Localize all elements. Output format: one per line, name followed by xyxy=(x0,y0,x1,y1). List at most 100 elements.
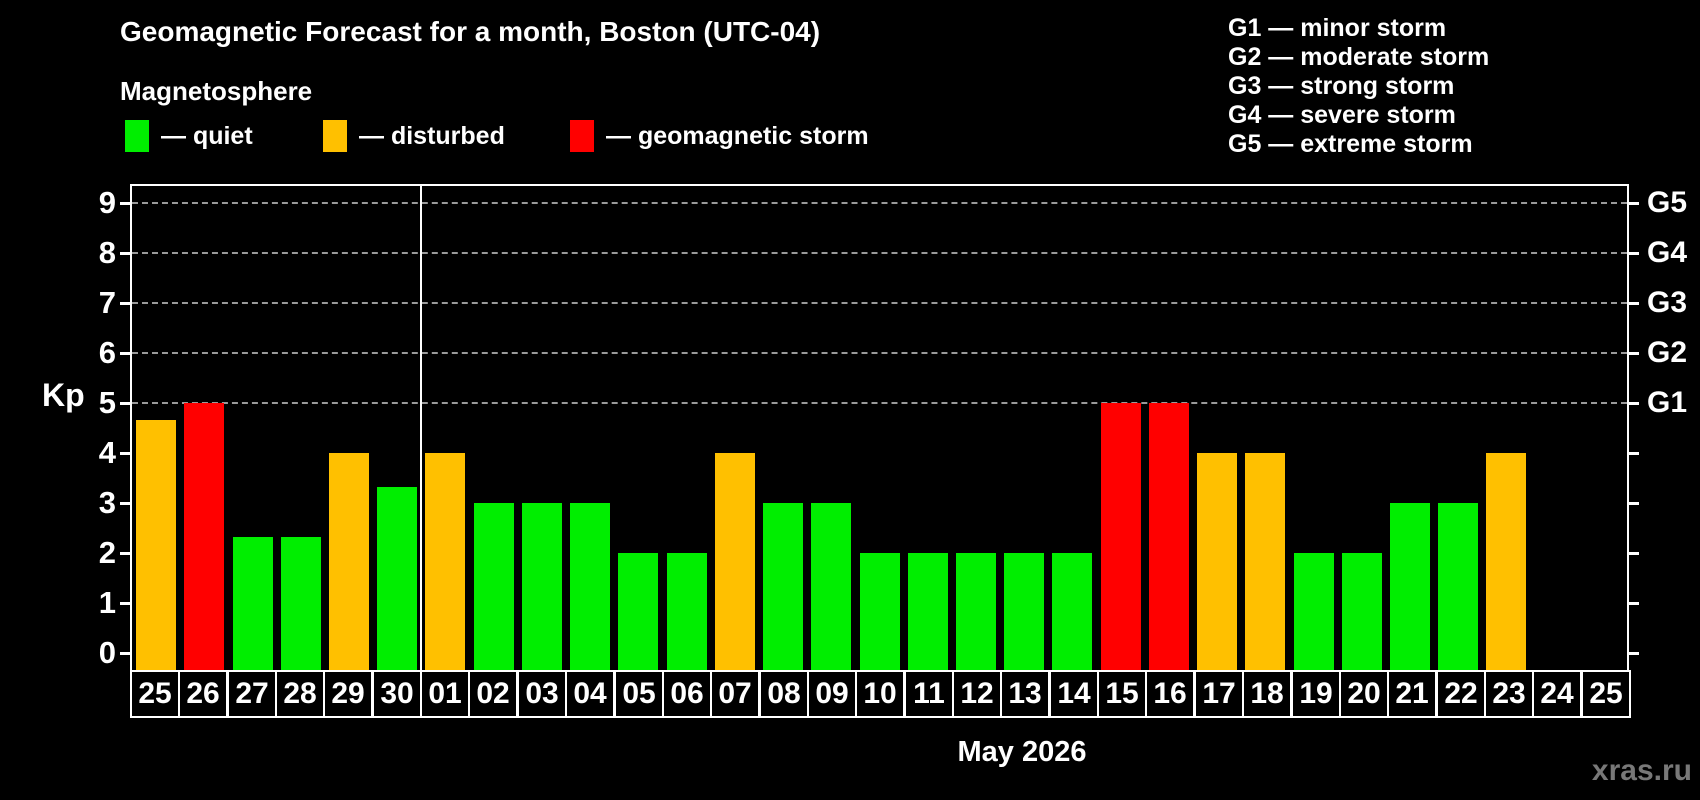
y-axis-tick-right xyxy=(1627,601,1639,605)
kp-bar-day-17 xyxy=(1197,453,1238,670)
g-scale-axis-label-g2: G2 xyxy=(1647,336,1688,370)
legend-item-disturbed: — disturbed xyxy=(323,120,505,152)
y-axis-tick-label: 5 xyxy=(98,385,116,421)
kp-bar-day-09 xyxy=(811,503,852,670)
kp-bar-day-19 xyxy=(1293,553,1334,670)
kp-bar-day-01 xyxy=(425,453,466,670)
y-axis-tick-left xyxy=(120,451,132,455)
g-scale-axis-label-g1: G1 xyxy=(1647,386,1688,420)
y-axis-tick-right xyxy=(1627,301,1639,305)
kp-bar-day-03 xyxy=(521,503,562,670)
day-label-cell: 03 xyxy=(517,670,567,718)
day-label-cell: 02 xyxy=(468,670,518,718)
kp-bar-day-23 xyxy=(1486,453,1527,670)
day-label-cell: 23 xyxy=(1484,670,1534,718)
y-axis-tick-label: 2 xyxy=(98,535,116,571)
kp-bar-day-12 xyxy=(955,553,996,670)
kp-bar-day-06 xyxy=(666,553,707,670)
kp-bar-day-07 xyxy=(714,453,755,670)
kp-bar-day-25 xyxy=(136,419,177,670)
kp-bar-day-08 xyxy=(763,503,804,670)
y-axis-tick-right xyxy=(1627,251,1639,255)
kp-bar-day-10 xyxy=(859,553,900,670)
day-label-cell: 20 xyxy=(1339,670,1389,718)
day-label-cell: 24 xyxy=(1532,670,1582,718)
y-axis-tick-right xyxy=(1627,451,1639,455)
g-scale-legend-line-g5: G5 — extreme storm xyxy=(1228,130,1473,158)
day-label-cell: 18 xyxy=(1242,670,1292,718)
page-title: Geomagnetic Forecast for a month, Boston… xyxy=(120,16,821,47)
kp-bar-day-16 xyxy=(1148,403,1189,670)
g-scale-legend-line-g3: G3 — strong storm xyxy=(1228,72,1455,100)
day-label-cell: 15 xyxy=(1097,670,1147,718)
kp-bar-day-11 xyxy=(907,553,948,670)
y-axis-tick-label: 4 xyxy=(98,435,116,471)
y-axis-tick-label: 0 xyxy=(98,635,116,671)
g-scale-axis-label-g4: G4 xyxy=(1647,236,1688,270)
kp-bar-day-22 xyxy=(1438,503,1479,670)
day-label-cell: 28 xyxy=(275,670,325,718)
y-axis-tick-left xyxy=(120,501,132,505)
kp-bar-day-04 xyxy=(570,503,611,670)
legend-label-storm: — geomagnetic storm xyxy=(606,121,869,150)
kp-bar-day-15 xyxy=(1100,403,1141,670)
kp-bar-chart: 25 26 27 28 29 30 01 02 03 04 05 06 07 08 09 10 11 12 13 14… xyxy=(99,184,1687,718)
month-separator xyxy=(420,186,423,670)
disturbed-color-swatch-icon xyxy=(323,120,347,152)
day-label-cell: 06 xyxy=(662,670,712,718)
kp-bar-day-27 xyxy=(232,536,273,670)
y-axis-tick-right xyxy=(1627,651,1639,655)
g-scale-legend: G1 — minor storm G2 — moderate storm G3 … xyxy=(1228,14,1489,159)
day-label-cell: 27 xyxy=(227,670,277,718)
y-axis-tick-left xyxy=(120,251,132,255)
day-label-cell: 14 xyxy=(1049,670,1099,718)
kp-bar-day-18 xyxy=(1245,453,1286,670)
kp-bar-day-29 xyxy=(329,453,370,670)
y-axis-tick-label: 8 xyxy=(98,235,116,271)
g-scale-legend-line-g1: G1 — minor storm xyxy=(1228,14,1447,42)
y-axis-tick-label: 3 xyxy=(98,485,116,521)
kp-bar-day-02 xyxy=(473,503,514,670)
y-axis-tick-right xyxy=(1627,201,1639,205)
y-axis-tick-left xyxy=(120,551,132,555)
y-axis-tick-right xyxy=(1627,401,1639,405)
day-label-cell: 07 xyxy=(710,670,760,718)
y-axis-tick-label: 1 xyxy=(98,585,116,621)
legend-label-quiet: — quiet xyxy=(161,121,253,150)
day-label-cell: 13 xyxy=(1000,670,1050,718)
x-axis-title: May 2026 xyxy=(957,736,1087,768)
day-label-cell: 25 xyxy=(130,670,180,718)
day-label-cell: 17 xyxy=(1194,670,1244,718)
y-axis-tick-left xyxy=(120,601,132,605)
kp-bar-day-21 xyxy=(1389,503,1430,670)
kp-bar-day-30 xyxy=(377,486,418,670)
day-label-cell: 04 xyxy=(565,670,615,718)
day-label-cell: 26 xyxy=(178,670,228,718)
y-axis-tick-right xyxy=(1627,551,1639,555)
day-label-cell: 08 xyxy=(759,670,809,718)
y-axis-tick-label: 6 xyxy=(98,335,116,371)
y-axis-tick-left xyxy=(120,651,132,655)
y-axis-tick-label: 9 xyxy=(98,185,116,221)
kp-bar-day-14 xyxy=(1052,553,1093,670)
quiet-color-swatch-icon xyxy=(125,120,149,152)
day-label-cell: 10 xyxy=(855,670,905,718)
kp-bar-day-13 xyxy=(1004,553,1045,670)
watermark: xras.ru xyxy=(1591,754,1692,787)
g-scale-axis-label-g5: G5 xyxy=(1647,186,1688,220)
grid-line-kp5 xyxy=(132,402,1627,405)
legend-item-storm: — geomagnetic storm xyxy=(570,120,869,152)
kp-bar-day-28 xyxy=(280,536,321,670)
g-scale-legend-line-g4: G4 — severe storm xyxy=(1228,101,1456,129)
y-axis-tick-right xyxy=(1627,351,1639,355)
day-label-cell: 19 xyxy=(1291,670,1341,718)
day-label-cell: 21 xyxy=(1387,670,1437,718)
kp-bar-day-05 xyxy=(618,553,659,670)
g-scale-axis-label-g3: G3 xyxy=(1647,286,1688,320)
day-label-cell: 16 xyxy=(1145,670,1195,718)
day-label-cell: 09 xyxy=(807,670,857,718)
day-label-cell: 30 xyxy=(372,670,422,718)
day-label-cell: 25 xyxy=(1581,670,1631,718)
day-label-cell: 01 xyxy=(420,670,470,718)
